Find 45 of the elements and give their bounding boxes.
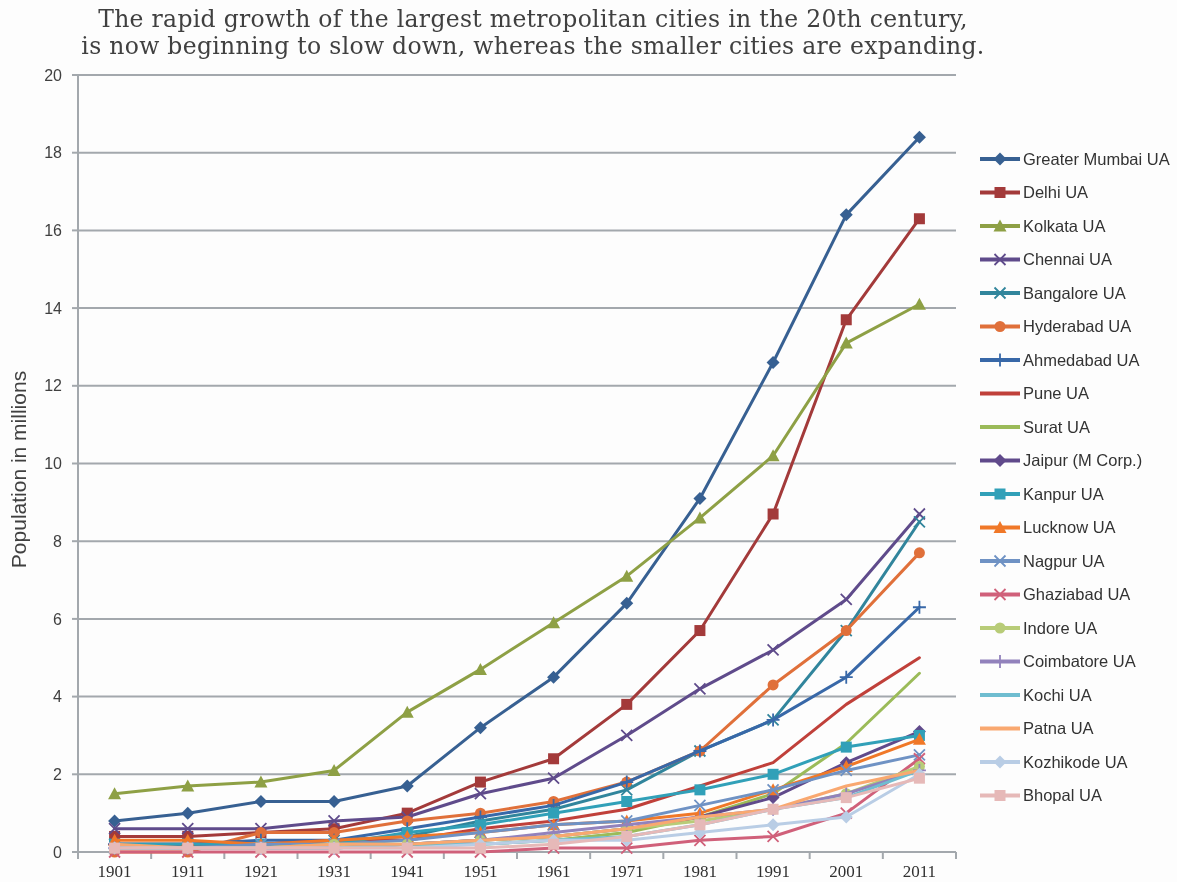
legend-label: Bhopal UA (1023, 786, 1102, 805)
y-axis-title: Population in millions (7, 370, 30, 569)
legend-label: Kochi UA (1023, 685, 1092, 704)
chart-title: The rapid growth of the largest metropolitan cities in the 20th century, is now beginning to slow down, whereas the smaller cities are expanding. (81, 5, 985, 60)
y-tick-label: 2 (53, 765, 63, 783)
y-tick-label: 6 (53, 610, 63, 628)
legend-label: Pune UA (1023, 384, 1090, 403)
x-tick-label: 2001 (829, 862, 864, 881)
legend-label: Surat UA (1023, 417, 1090, 436)
y-tick-label: 4 (53, 688, 63, 706)
x-tick-label: 1961 (536, 862, 571, 881)
x-tick-label: 1931 (317, 862, 352, 881)
y-tick-label: 18 (44, 144, 63, 162)
x-tick-label: 1951 (463, 862, 498, 881)
legend-label: Nagpur UA (1023, 551, 1105, 570)
legend-label: Bangalore UA (1023, 283, 1126, 302)
legend-label: Kanpur UA (1023, 484, 1104, 503)
y-tick-label: 0 (53, 843, 63, 861)
y-tick-label: 20 (44, 66, 63, 84)
x-tick-label: 1971 (609, 862, 644, 881)
legend-label: Kozhikode UA (1023, 752, 1128, 771)
x-tick-label: 1901 (97, 862, 132, 881)
legend-label: Coimbatore UA (1023, 652, 1136, 671)
legend-label: Hyderabad UA (1023, 317, 1132, 336)
legend-label: Greater Mumbai UA (1023, 149, 1170, 168)
legend-label: Delhi UA (1023, 183, 1089, 202)
legend-label: Jaipur (M Corp.) (1023, 451, 1143, 470)
y-tick-label: 10 (44, 455, 63, 473)
legend-label: Kolkata UA (1023, 216, 1106, 235)
legend-label: Ahmedabad UA (1023, 350, 1140, 369)
y-tick-label: 12 (44, 377, 63, 395)
legend-label: Patna UA (1023, 719, 1094, 738)
x-tick-label: 1911 (171, 862, 205, 881)
y-tick-label: 14 (44, 299, 63, 317)
x-tick-label: 2011 (902, 862, 937, 881)
legend-label: Chennai UA (1023, 250, 1112, 269)
legend-label: Ghaziabad UA (1023, 585, 1131, 604)
x-tick-label: 1981 (682, 862, 717, 881)
x-tick-label: 1941 (390, 862, 425, 881)
y-tick-label: 8 (53, 532, 63, 550)
legend-label: Lucknow UA (1023, 518, 1116, 537)
x-tick-label: 1991 (756, 862, 791, 881)
y-tick-label: 16 (44, 222, 63, 239)
x-tick-label: 1921 (243, 862, 278, 881)
legend-label: Indore UA (1023, 618, 1098, 637)
